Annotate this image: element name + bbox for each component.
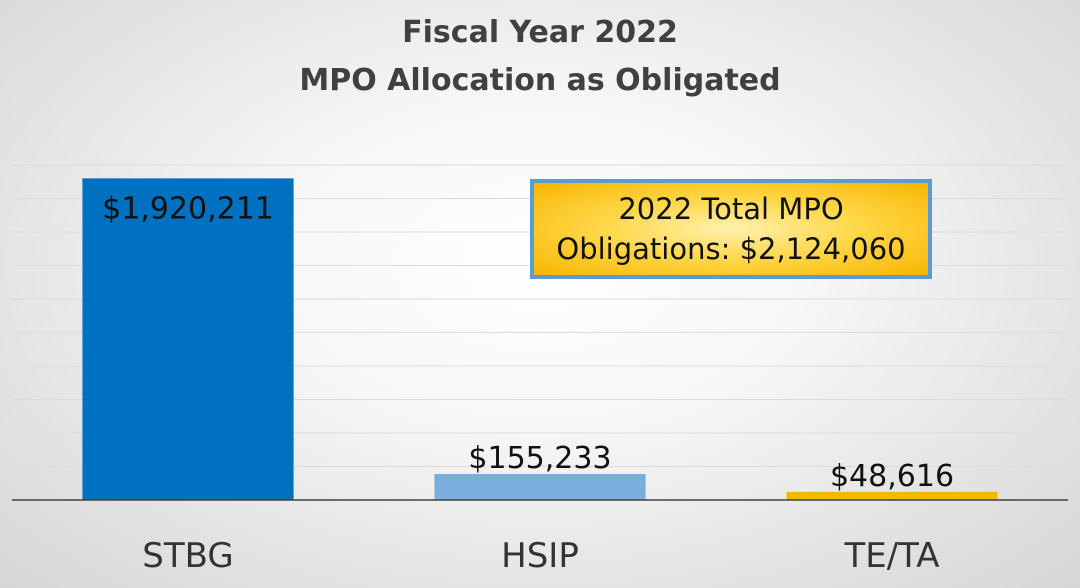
data-label: $48,616	[830, 459, 954, 494]
data-label: $1,920,211	[102, 191, 274, 226]
data-label: $155,233	[468, 441, 611, 476]
category-label: STBG	[142, 536, 233, 576]
total-obligations-callout: 2022 Total MPO Obligations: $2,124,060	[530, 179, 932, 279]
callout-line-2: Obligations: $2,124,060	[556, 232, 906, 266]
category-labels: STBG HSIP TE/TA	[142, 536, 939, 576]
category-label: TE/TA	[843, 536, 939, 576]
category-label: HSIP	[501, 536, 579, 576]
bar-hsip	[434, 473, 646, 500]
bar-stbg	[82, 178, 294, 500]
data-labels: $1,920,211 $155,233 $48,616	[102, 191, 954, 493]
bar-te-ta	[786, 491, 998, 500]
chart-title-line-2: MPO Allocation as Obligated	[299, 63, 780, 98]
callout-line-1: 2022 Total MPO	[618, 192, 844, 226]
bars	[82, 178, 998, 500]
chart-title-line-1: Fiscal Year 2022	[402, 15, 678, 50]
